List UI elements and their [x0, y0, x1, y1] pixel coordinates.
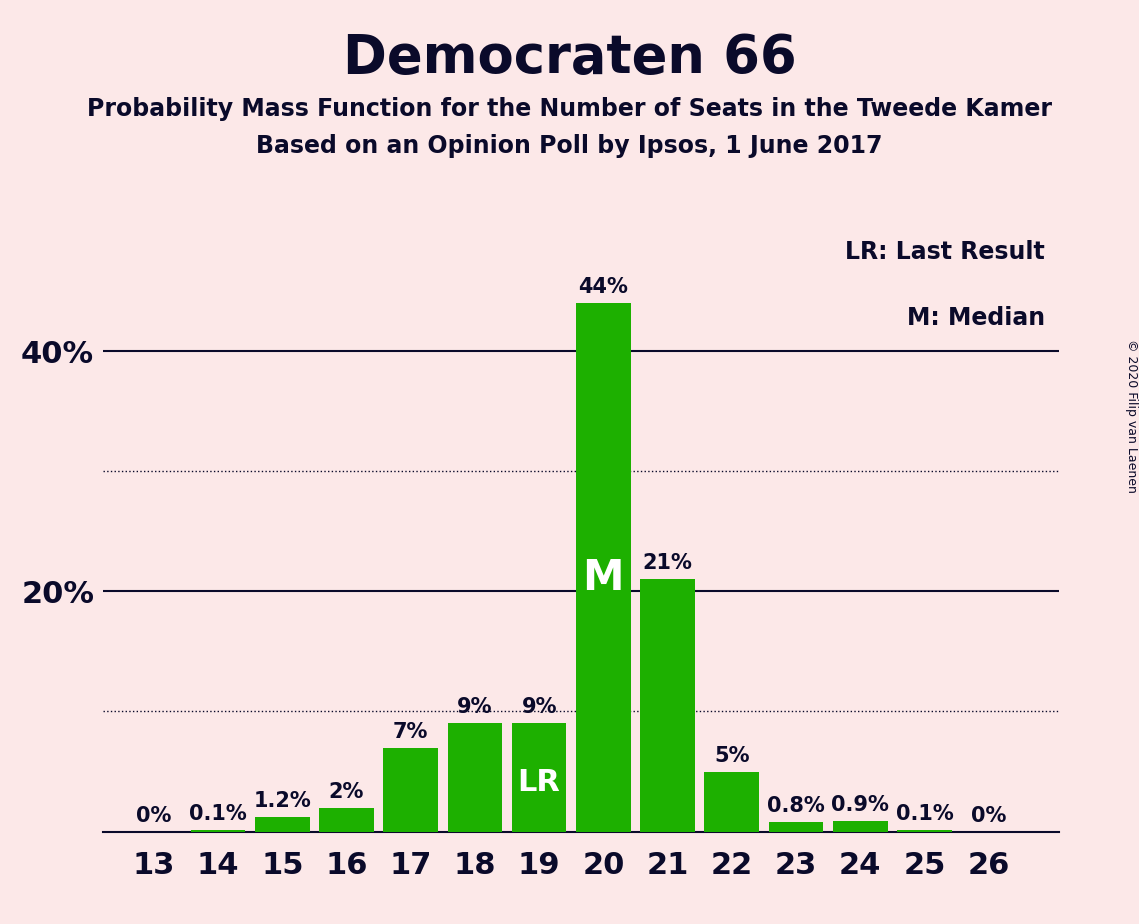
Text: M: Median: M: Median — [907, 306, 1044, 330]
Bar — [833, 821, 887, 832]
Text: Based on an Opinion Poll by Ipsos, 1 June 2017: Based on an Opinion Poll by Ipsos, 1 Jun… — [256, 134, 883, 158]
Bar — [511, 723, 566, 832]
Bar — [640, 579, 695, 832]
Bar — [255, 817, 310, 832]
Text: 0.1%: 0.1% — [895, 805, 953, 824]
Bar — [384, 748, 439, 832]
Text: 9%: 9% — [457, 698, 493, 717]
Text: 5%: 5% — [714, 746, 749, 765]
Text: 7%: 7% — [393, 722, 428, 741]
Text: LR: LR — [518, 769, 560, 797]
Text: Democraten 66: Democraten 66 — [343, 32, 796, 84]
Text: 1.2%: 1.2% — [254, 791, 311, 811]
Bar — [576, 303, 631, 832]
Bar — [448, 723, 502, 832]
Text: Probability Mass Function for the Number of Seats in the Tweede Kamer: Probability Mass Function for the Number… — [87, 97, 1052, 121]
Text: LR: Last Result: LR: Last Result — [845, 240, 1044, 264]
Text: 0%: 0% — [970, 806, 1007, 826]
Bar — [769, 822, 823, 832]
Text: 21%: 21% — [642, 553, 693, 573]
Text: 44%: 44% — [579, 277, 629, 298]
Bar — [705, 772, 759, 832]
Text: 0%: 0% — [137, 806, 172, 826]
Text: © 2020 Filip van Laenen: © 2020 Filip van Laenen — [1124, 339, 1138, 492]
Text: 2%: 2% — [329, 782, 364, 801]
Text: 9%: 9% — [522, 698, 557, 717]
Bar — [191, 831, 245, 832]
Text: 0.1%: 0.1% — [189, 805, 247, 824]
Bar — [898, 831, 952, 832]
Text: 0.8%: 0.8% — [768, 796, 825, 816]
Bar — [319, 808, 374, 832]
Text: M: M — [583, 557, 624, 599]
Text: 0.9%: 0.9% — [831, 795, 890, 815]
